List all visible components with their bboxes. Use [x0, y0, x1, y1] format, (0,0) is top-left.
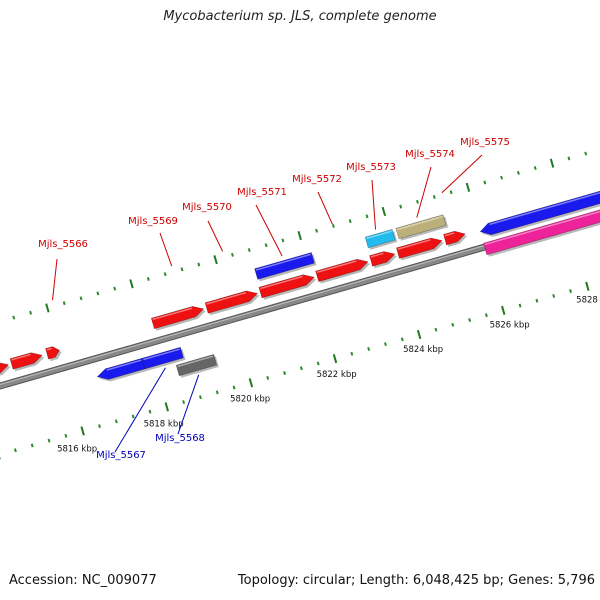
gene-mjls-5575[interactable]	[443, 230, 468, 247]
gene-mjls-5565b[interactable]	[9, 352, 45, 372]
scale-label: 5826 kbp	[490, 320, 530, 330]
gene-label[interactable]: Mjls_5570	[182, 202, 232, 213]
label-leader-line	[441, 154, 483, 194]
gene-label[interactable]: Mjls_5573	[346, 162, 396, 173]
gene-mjls-5571[interactable]	[258, 274, 317, 300]
gene-label[interactable]: Mjls_5567	[96, 450, 146, 461]
gene-mjls-5570[interactable]	[204, 290, 260, 316]
tick-row-upper	[12, 151, 588, 320]
label-leader-line	[416, 166, 432, 218]
gene-mjls-5573[interactable]	[369, 251, 398, 269]
genome-summary-text: Topology: circular; Length: 6,048,425 bp…	[237, 573, 595, 588]
gene-mjls-5569[interactable]	[150, 306, 206, 331]
label-leader-line	[317, 191, 333, 225]
scale-label: 5828 kbp	[576, 296, 600, 306]
tick-row-lower	[0, 281, 590, 460]
gene-magenta[interactable]	[483, 202, 600, 257]
gene-mjls-5565[interactable]	[0, 362, 11, 379]
gene-khaki[interactable]	[395, 214, 449, 241]
gene-mjls-5566[interactable]	[45, 346, 62, 362]
scale-label: 5816 kbp	[57, 444, 97, 454]
gene-label[interactable]: Mjls_5569	[128, 216, 178, 227]
label-leader-line	[371, 179, 376, 230]
scale-label: 5820 kbp	[230, 395, 270, 405]
label-leader-line	[255, 204, 283, 257]
gene-mjls-5572[interactable]	[315, 258, 371, 284]
label-leader-line	[52, 258, 58, 301]
scale-label: 5824 kbp	[403, 345, 443, 355]
gene-blue-upper[interactable]	[254, 252, 317, 282]
scale-label: 5818 kbp	[144, 420, 184, 430]
gene-label[interactable]: Mjls_5568	[155, 433, 205, 444]
gene-label[interactable]: Mjls_5572	[292, 174, 342, 185]
gene-mjls-5567[interactable]	[96, 357, 148, 382]
gene-mjls-5574[interactable]	[396, 237, 445, 261]
gene-mjls-5568[interactable]	[141, 346, 186, 371]
label-leader-line	[159, 232, 173, 267]
gene-label[interactable]: Mjls_5575	[460, 137, 510, 148]
gene-blue-right[interactable]	[479, 185, 600, 237]
gene-label[interactable]: Mjls_5566	[38, 239, 88, 250]
accession-text: Accession: NC_009077	[9, 573, 157, 588]
gene-label[interactable]: Mjls_5571	[237, 187, 287, 198]
gene-gray[interactable]	[175, 354, 219, 378]
label-leader-line	[177, 374, 200, 435]
label-leader-line	[114, 367, 166, 453]
gene-cyan[interactable]	[364, 229, 398, 250]
map-title: Mycobacterium sp. JLS, complete genome	[163, 9, 437, 24]
scale-label: 5822 kbp	[317, 370, 357, 380]
label-leader-line	[207, 220, 224, 252]
gene-label[interactable]: Mjls_5574	[405, 149, 455, 160]
